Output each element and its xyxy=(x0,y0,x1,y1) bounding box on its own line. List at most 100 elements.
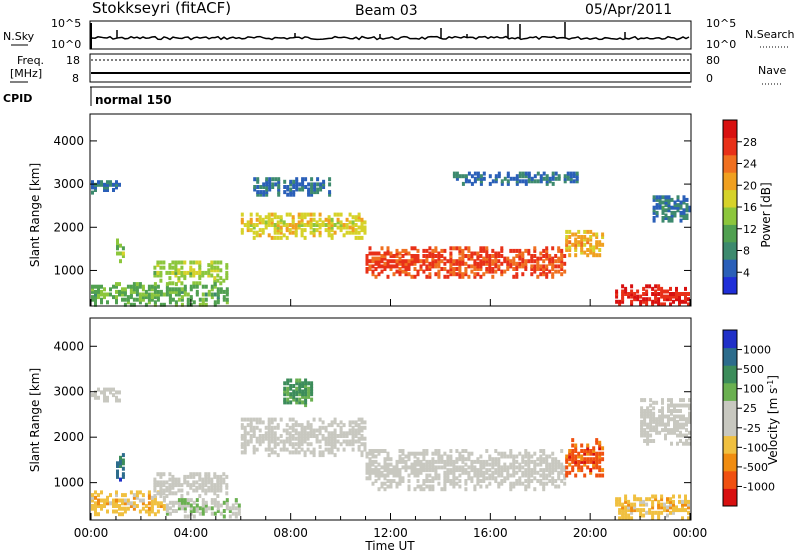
data-cell xyxy=(574,459,578,464)
data-cell xyxy=(473,487,477,492)
data-cell xyxy=(682,403,685,408)
data-cell xyxy=(554,484,558,489)
data-cell xyxy=(401,248,405,253)
data-cell xyxy=(675,508,678,513)
data-cell xyxy=(270,439,274,444)
data-cell xyxy=(365,465,369,470)
data-cell xyxy=(295,392,299,397)
data-cell xyxy=(470,479,474,483)
data-cell xyxy=(374,465,378,470)
data-cell xyxy=(545,176,549,181)
data-cell xyxy=(654,299,658,304)
data-cell xyxy=(377,451,381,456)
data-cell xyxy=(119,464,122,468)
data-cell xyxy=(568,235,572,239)
data-cell xyxy=(115,395,118,400)
data-cell xyxy=(407,267,411,271)
data-cell xyxy=(687,510,690,515)
data-cell xyxy=(106,398,109,403)
data-cell xyxy=(312,230,316,235)
data-cell xyxy=(351,230,355,235)
data-cell xyxy=(473,470,477,475)
data-cell xyxy=(563,174,567,179)
data-cell xyxy=(249,223,253,227)
data-cell xyxy=(518,261,522,266)
data-cell xyxy=(639,502,643,507)
data-cell xyxy=(298,384,302,388)
data-cell xyxy=(557,264,561,269)
data-cell xyxy=(222,295,226,300)
data-cell xyxy=(129,295,133,300)
data-cell xyxy=(688,414,691,419)
data-cell xyxy=(583,473,587,478)
data-cell xyxy=(368,246,372,251)
data-cell xyxy=(533,465,537,470)
data-cell xyxy=(452,272,456,277)
data-cell xyxy=(658,197,662,202)
data-cell xyxy=(574,237,578,242)
data-cell xyxy=(679,430,682,435)
data-cell xyxy=(646,441,650,446)
data-cell xyxy=(425,462,429,467)
data-cell xyxy=(407,457,411,462)
data-cell xyxy=(292,179,296,184)
data-cell xyxy=(497,171,501,176)
data-cell xyxy=(216,477,220,482)
data-cell xyxy=(479,267,483,271)
data-cell xyxy=(512,176,516,181)
data-cell xyxy=(679,417,682,422)
data-cell xyxy=(678,494,681,499)
data-cell xyxy=(476,254,480,258)
data-cell xyxy=(339,223,343,227)
data-cell xyxy=(422,479,426,483)
data-cell xyxy=(482,246,486,251)
data-cell xyxy=(115,509,118,514)
data-cell xyxy=(533,468,537,473)
data-cell xyxy=(327,220,331,225)
data-cell xyxy=(521,457,525,462)
data-cell xyxy=(458,251,462,256)
data-cell xyxy=(494,476,498,481)
data-cell xyxy=(542,254,546,258)
data-cell xyxy=(97,284,100,289)
data-cell xyxy=(255,217,259,222)
data-cell xyxy=(651,502,655,507)
data-cell xyxy=(282,220,286,225)
data-cell xyxy=(428,261,432,266)
data-cell xyxy=(231,506,235,511)
data-cell xyxy=(195,472,199,477)
data-cell xyxy=(443,267,447,271)
data-cell xyxy=(213,498,217,503)
data-cell xyxy=(521,171,525,176)
data-cell xyxy=(354,215,358,220)
data-cell xyxy=(545,181,549,186)
data-cell xyxy=(410,254,414,258)
data-cell xyxy=(342,423,346,428)
data-cell xyxy=(527,465,531,470)
data-cell xyxy=(100,300,103,305)
data-cell xyxy=(141,498,145,503)
data-cell xyxy=(565,248,569,252)
data-cell xyxy=(678,508,681,513)
data-cell xyxy=(207,485,211,490)
data-cell xyxy=(189,472,193,477)
data-cell xyxy=(574,462,578,467)
data-cell xyxy=(669,497,672,502)
data-cell xyxy=(306,420,310,425)
data-cell xyxy=(488,473,492,478)
data-cell xyxy=(97,395,100,400)
data-cell xyxy=(354,423,358,428)
data-cell xyxy=(539,454,543,459)
data-cell xyxy=(571,438,575,443)
data-cell xyxy=(319,187,323,192)
data-cell xyxy=(530,176,534,181)
data-cell xyxy=(253,187,257,192)
data-cell xyxy=(309,223,313,227)
data-cell xyxy=(270,212,274,217)
data-cell xyxy=(286,386,290,391)
data-cell xyxy=(497,251,501,256)
data-cell xyxy=(321,420,325,425)
data-cell xyxy=(574,245,578,250)
data-cell xyxy=(539,267,543,271)
data-cell xyxy=(213,268,217,273)
